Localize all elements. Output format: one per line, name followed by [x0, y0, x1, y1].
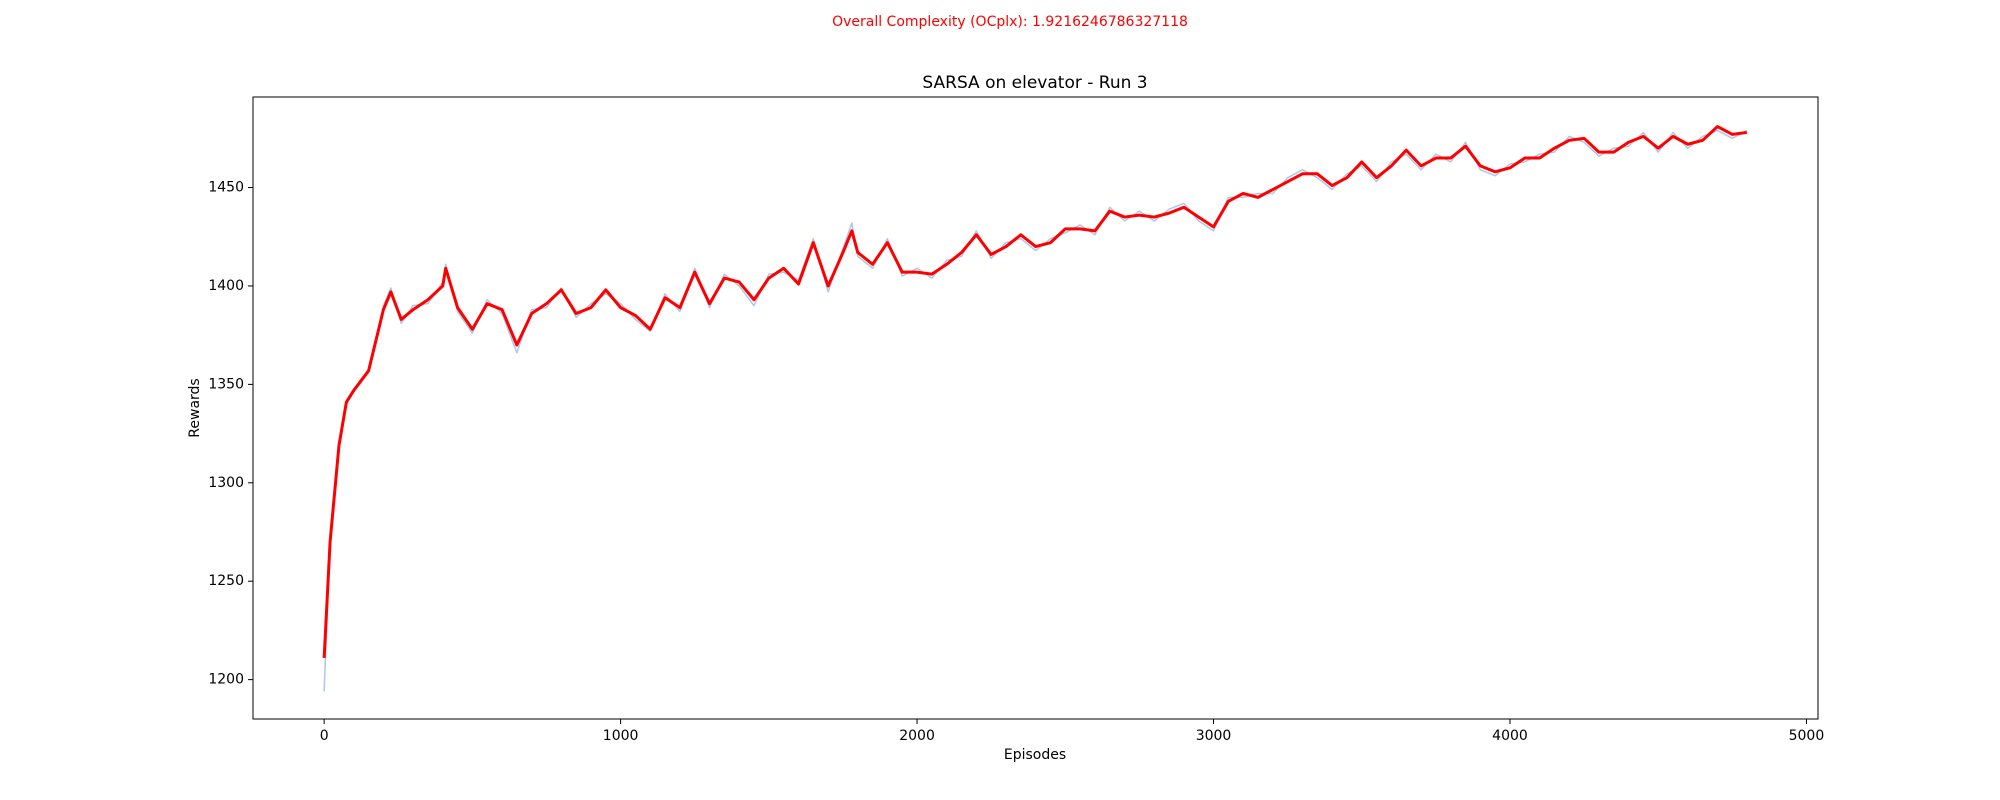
- series-line: [323, 129, 1748, 692]
- y-tick-label: 1250: [208, 573, 244, 589]
- y-tick-label: 1200: [208, 672, 244, 688]
- series-line: [322, 125, 1748, 659]
- x-tick-label: 1000: [603, 728, 639, 744]
- y-tick-label: 1400: [208, 278, 244, 294]
- chart-title: SARSA on elevator - Run 3: [922, 73, 1147, 93]
- x-tick-label: 5000: [1789, 728, 1825, 744]
- x-tick-label: 0: [320, 728, 329, 744]
- x-axis-label: Episodes: [1004, 747, 1066, 763]
- y-axis-label: Rewards: [187, 378, 203, 437]
- x-tick-label: 3000: [1196, 728, 1232, 744]
- suptitle: Overall Complexity (OCplx): 1.9216246786…: [832, 14, 1188, 30]
- x-tick-label: 4000: [1492, 728, 1528, 744]
- y-tick-label: 1300: [208, 475, 244, 491]
- y-tick-label: 1350: [208, 376, 244, 392]
- plot-frame: [252, 96, 1819, 720]
- x-tick-label: 2000: [899, 728, 935, 744]
- y-tick-label: 1450: [208, 180, 244, 196]
